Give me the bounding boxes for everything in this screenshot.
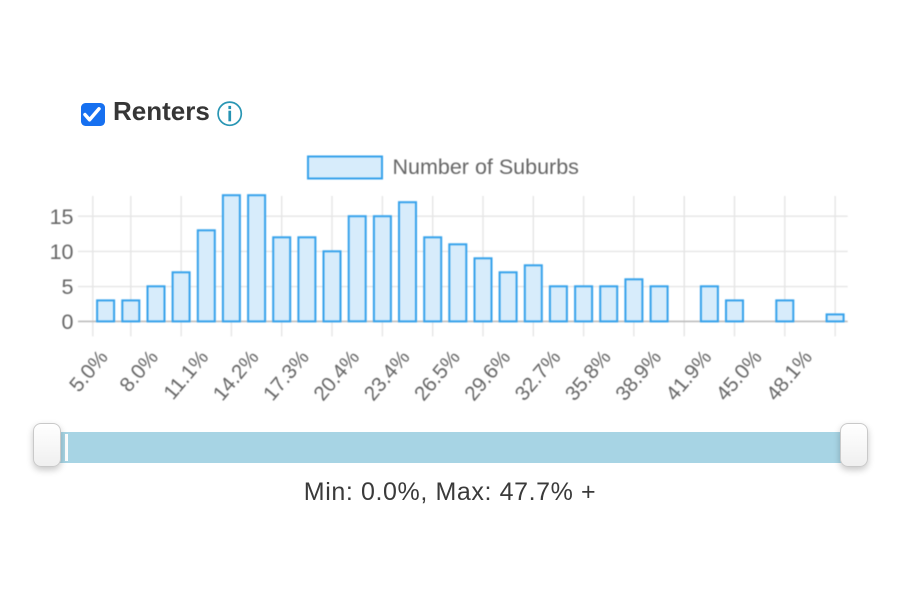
svg-text:17.3%: 17.3% (259, 346, 314, 405)
svg-text:38.9%: 38.9% (611, 346, 666, 405)
svg-text:41.9%: 41.9% (661, 346, 716, 405)
svg-text:Number of Suburbs: Number of Suburbs (393, 155, 579, 179)
svg-text:45.0%: 45.0% (712, 346, 767, 405)
svg-text:35.8%: 35.8% (561, 346, 616, 405)
svg-text:10: 10 (50, 240, 74, 264)
svg-text:11.1%: 11.1% (159, 346, 213, 404)
svg-text:5.0%: 5.0% (65, 346, 113, 397)
svg-text:23.4%: 23.4% (360, 346, 415, 405)
svg-text:8.0%: 8.0% (115, 346, 163, 397)
svg-text:48.1%: 48.1% (762, 346, 817, 405)
svg-text:20.4%: 20.4% (309, 346, 364, 405)
svg-text:29.6%: 29.6% (460, 346, 515, 405)
svg-text:26.5%: 26.5% (410, 346, 465, 405)
svg-text:0: 0 (62, 310, 74, 334)
svg-text:32.7%: 32.7% (510, 346, 565, 405)
svg-text:15: 15 (50, 205, 74, 229)
svg-text:5: 5 (62, 275, 74, 299)
svg-text:14.2%: 14.2% (209, 346, 264, 405)
